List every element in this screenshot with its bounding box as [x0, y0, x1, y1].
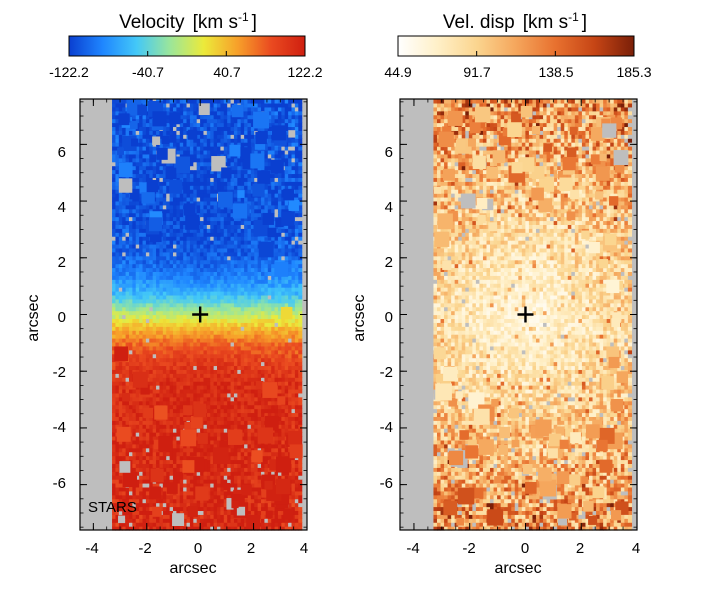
dispersion-map — [400, 99, 637, 531]
dispersion-xtick-label: -2 — [462, 540, 475, 557]
dispersion-ytick-label: -4 — [380, 419, 393, 436]
dispersion-xtick-label: 2 — [576, 540, 584, 557]
dispersion-colorbar-ticks — [397, 51, 635, 56]
velocity-colorbar-tick-label: -40.7 — [132, 64, 164, 80]
dispersion-colorbar-tick-label: 44.9 — [384, 64, 411, 80]
velocity-colorbar-tick-label: 122.2 — [287, 64, 322, 80]
velocity-title: Velocity [km s-1] — [119, 10, 257, 33]
dispersion-ytick-label: 0 — [385, 309, 393, 326]
dispersion-panel: Vel. disp [km s-1] 44.9 91.7 138.5 185.3 … — [351, 10, 652, 577]
velocity-panel: Velocity [km s-1] -122.2 -40.7 40.7 122.2… — [25, 10, 323, 577]
velocity-ylabel: arcsec — [25, 294, 42, 341]
velocity-xlabel: arcsec — [169, 560, 216, 577]
dispersion-ylabel: arcsec — [351, 294, 368, 341]
velocity-axis-ticks — [79, 99, 308, 530]
dispersion-colorbar-tick-label: 91.7 — [463, 64, 490, 80]
dispersion-xtick-label: 0 — [521, 540, 529, 557]
velocity-ytick-label: -6 — [53, 475, 66, 492]
velocity-xtick-label: -4 — [85, 540, 98, 557]
dispersion-cells — [433, 99, 633, 531]
velocity-colorbar-tick-label: -122.2 — [49, 64, 89, 80]
velocity-xtick-label: 0 — [194, 540, 202, 557]
dispersion-xtick-label: -4 — [406, 540, 419, 557]
velocity-xtick-label: -2 — [138, 540, 151, 557]
dispersion-title: Vel. disp [km s-1] — [443, 10, 587, 33]
dispersion-xlabel: arcsec — [494, 560, 541, 577]
dispersion-colorbar-tick-label: 138.5 — [538, 64, 573, 80]
velocity-ytick-label: -2 — [53, 364, 66, 381]
velocity-ytick-label: -4 — [53, 419, 66, 436]
velocity-colorbar-tick-label: 40.7 — [213, 64, 240, 80]
velocity-colorbar-ticks — [68, 51, 306, 56]
velocity-xtick-label: 4 — [300, 540, 308, 557]
dispersion-ytick-label: 6 — [385, 144, 393, 161]
velocity-ytick-label: 4 — [58, 199, 66, 216]
velocity-ytick-label: 2 — [58, 254, 66, 271]
velocity-xtick-label: 2 — [247, 540, 255, 557]
dispersion-colorbar — [397, 35, 635, 57]
dispersion-axis-ticks — [399, 99, 638, 530]
velocity-cells — [112, 99, 303, 531]
velocity-ytick-label: 6 — [58, 144, 66, 161]
dispersion-ytick-label: -6 — [380, 475, 393, 492]
stars-annotation: STARS — [88, 499, 137, 516]
dispersion-colorbar-tick-label: 185.3 — [616, 64, 651, 80]
dispersion-ytick-label: -2 — [380, 364, 393, 381]
velocity-center-marker — [192, 306, 209, 323]
dispersion-center-marker — [517, 306, 534, 323]
dispersion-ytick-label: 2 — [385, 254, 393, 271]
velocity-colorbar — [68, 35, 306, 57]
dispersion-ytick-label: 4 — [385, 199, 393, 216]
dispersion-xtick-label: 4 — [632, 540, 640, 557]
velocity-ytick-label: 0 — [58, 309, 66, 326]
velocity-map — [80, 99, 307, 531]
